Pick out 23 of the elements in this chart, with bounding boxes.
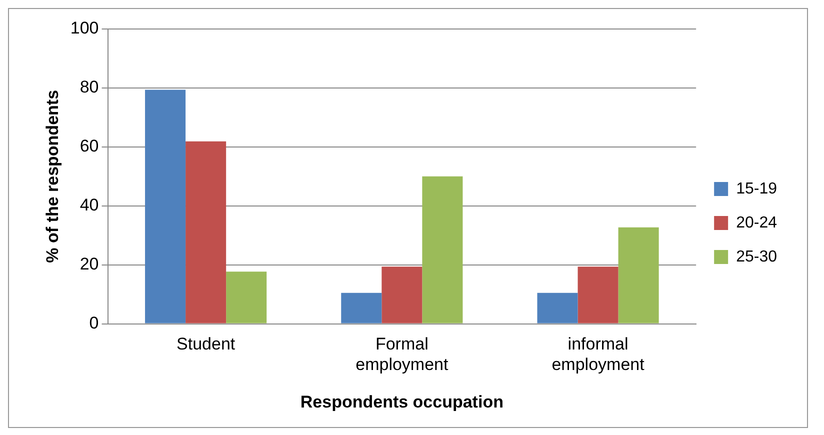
x-tick-label: Student [176,334,236,354]
y-tick-label: 60 [80,136,99,156]
bar [537,292,578,324]
legend-label: 25-30 [736,248,778,266]
legend-label: 15-19 [736,180,778,198]
y-tick-label: 20 [80,254,99,274]
bar [145,90,186,324]
bar [186,141,226,324]
legend-label: 20-24 [736,214,778,232]
bar [382,266,422,324]
bar [422,176,463,324]
x-tick-label: informal employment [552,334,645,374]
y-tick-label: 80 [80,78,99,97]
y-tick-label: 100 [70,18,99,38]
x-tick-label: Formal employment [356,334,448,374]
bar [578,266,618,324]
y-tick-label: 40 [80,196,99,215]
bar [618,227,659,324]
bar [226,272,267,324]
y-tick-label: 0 [89,313,99,332]
x-axis-title: Respondents occupation [300,392,504,412]
bar [341,292,382,324]
y-axis-title: % of the respondents [42,90,62,263]
